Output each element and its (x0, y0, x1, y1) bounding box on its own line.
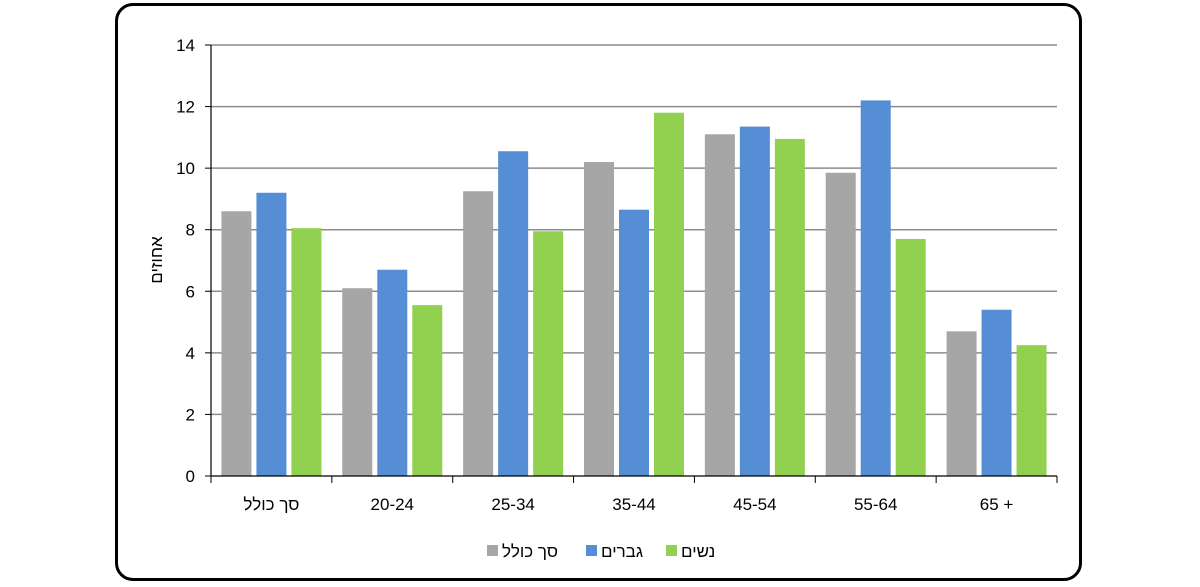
x-tick-label: 35-44 (612, 495, 655, 514)
bar (860, 100, 891, 477)
bar (774, 138, 805, 476)
legend-swatch (666, 545, 677, 556)
bar (291, 228, 322, 476)
bar (619, 209, 649, 477)
y-tick-label: 0 (186, 467, 195, 486)
bar (463, 191, 494, 476)
x-tick-label: 65 + (980, 495, 1014, 514)
bar (825, 172, 856, 476)
bar (981, 309, 1012, 476)
bar (946, 331, 977, 476)
x-tick-label: 25-34 (491, 495, 534, 514)
y-tick-label: 14 (176, 36, 195, 55)
axes (210, 45, 1058, 483)
bar (654, 112, 684, 476)
bar (584, 161, 614, 476)
bar (1016, 345, 1047, 476)
y-tick-label: 6 (186, 282, 195, 301)
legend-item: גברים (586, 542, 643, 561)
bar (498, 151, 529, 477)
y-tick-label: 8 (186, 221, 195, 240)
bar (342, 288, 373, 476)
y-tick-label: 2 (186, 405, 195, 424)
bar (739, 126, 770, 476)
bar (895, 238, 926, 476)
x-tick-label: 20-24 (371, 495, 414, 514)
legend-label: סך כולל (502, 542, 558, 561)
legend-item: נשים (666, 542, 715, 561)
x-tick-labels: סך כולל 20-24 25-34 35-44 45-54 55-64 65 + (243, 495, 1013, 514)
x-tick-label: 55-64 (854, 495, 897, 514)
x-tick-label: 45-54 (733, 495, 776, 514)
y-tick-labels: 0 2 4 6 8 10 12 14 (176, 36, 195, 486)
bar (412, 305, 443, 476)
y-tick-label: 10 (176, 159, 195, 178)
y-tick-label: 12 (176, 98, 195, 117)
bar (221, 211, 252, 476)
legend-swatch (487, 545, 498, 556)
y-tick-label: 4 (186, 344, 195, 363)
y-axis-label: אחוזים (147, 236, 166, 284)
legend-label: גברים (601, 542, 643, 561)
legend-label: נשים (681, 542, 715, 561)
legend: סך כולל גברים נשים (487, 542, 715, 561)
bar (256, 192, 287, 476)
bar (377, 269, 408, 476)
bar (704, 134, 735, 476)
legend-swatch (586, 545, 597, 556)
bars (221, 100, 1047, 477)
bar (533, 231, 564, 476)
x-tick-label: סך כולל (243, 495, 299, 514)
legend-item: סך כולל (487, 542, 558, 561)
